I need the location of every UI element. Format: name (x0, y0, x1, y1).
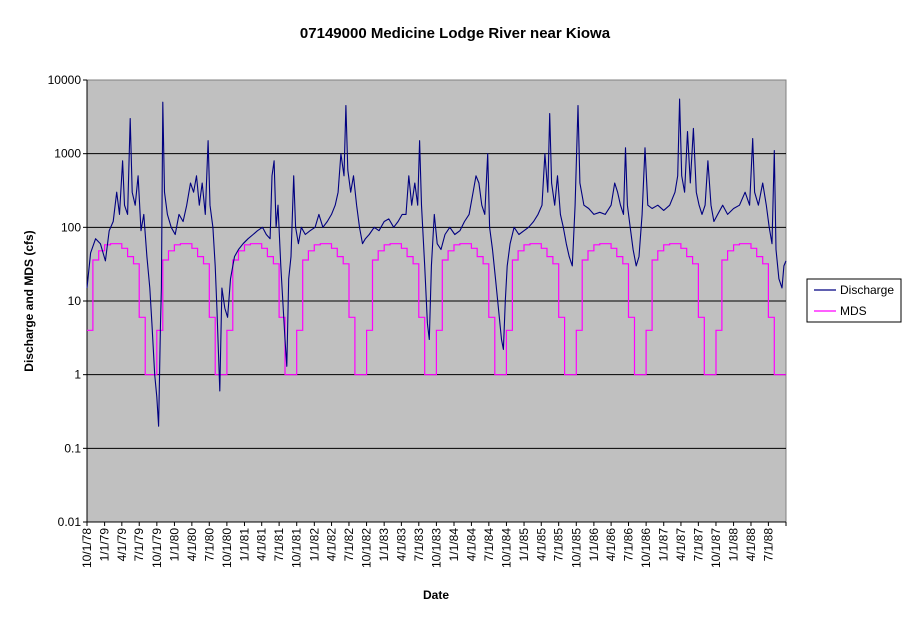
x-tick-label: 7/1/86 (622, 528, 636, 562)
chart-title: 07149000 Medicine Lodge River near Kiowa (300, 25, 611, 42)
x-axis-title: Date (423, 588, 449, 602)
x-tick-label: 7/1/87 (691, 528, 705, 562)
y-tick-label: 10000 (48, 73, 82, 87)
x-tick-label: 4/1/83 (394, 528, 408, 562)
y-axis-title: Discharge and MDS (cfs) (22, 230, 36, 371)
x-axis: 10/1/78 1/1/79 4/1/79 7/1/79 10/1/79 1/1/80 4/… (80, 521, 787, 568)
x-tick-label: 1/1/86 (587, 528, 601, 562)
x-tick-label: 7/1/80 (202, 528, 216, 562)
x-tick-label: 4/1/80 (185, 528, 199, 562)
x-tick-label: 7/1/84 (482, 528, 496, 562)
x-tick-label: 10/1/87 (709, 528, 723, 568)
y-tick-label: 0.1 (64, 441, 81, 455)
legend-label-mds: MDS (840, 304, 867, 318)
x-tick-label: 4/1/87 (674, 528, 688, 562)
y-axis: 0.01 0.1 1 10 100 1000 10000 (48, 73, 88, 529)
x-tick-label: 10/1/78 (80, 528, 94, 568)
x-tick-label: 4/1/81 (255, 528, 269, 562)
y-tick-label: 1 (74, 368, 81, 382)
x-tick-label: 1/1/81 (237, 528, 251, 562)
x-tick-label: 4/1/84 (464, 528, 478, 562)
x-tick-label: 7/1/81 (272, 528, 286, 562)
x-tick-label: 1/1/85 (517, 528, 531, 562)
x-tick-label: 7/1/79 (132, 528, 146, 562)
x-tick-label: 7/1/83 (412, 528, 426, 562)
x-tick-label: 1/1/84 (447, 528, 461, 562)
x-tick-label: 1/1/88 (727, 528, 741, 562)
y-tick-label: 10 (68, 294, 82, 308)
x-tick-label: 1/1/80 (167, 528, 181, 562)
x-tick-label: 4/1/86 (604, 528, 618, 562)
mds-line (87, 243, 786, 376)
x-tick-label: 4/1/85 (534, 528, 548, 562)
x-tick-label: 1/1/87 (657, 528, 671, 562)
y-tick-label: 1000 (54, 147, 81, 161)
legend-box (806, 278, 902, 323)
x-tick-label: 4/1/79 (115, 528, 129, 562)
x-tick-label: 10/1/85 (569, 528, 583, 568)
x-tick-label: 1/1/79 (98, 528, 112, 562)
x-tick-label: 7/1/85 (552, 528, 566, 562)
legend-label-discharge: Discharge (840, 283, 894, 297)
discharge-line (86, 98, 787, 427)
x-tick-label: 4/1/88 (744, 528, 758, 562)
x-tick-label: 10/1/84 (499, 528, 513, 568)
y-tick-label: 0.01 (58, 515, 82, 529)
x-tick-label: 10/1/79 (150, 528, 164, 568)
series-layer (86, 98, 787, 427)
x-tick-label: 10/1/82 (360, 528, 374, 568)
x-tick-label: 10/1/83 (429, 528, 443, 568)
x-tick-label: 10/1/86 (639, 528, 653, 568)
x-tick-label: 10/1/80 (220, 528, 234, 568)
y-tick-label: 100 (61, 220, 81, 234)
legend: Discharge MDS (806, 278, 902, 323)
x-tick-label: 4/1/82 (325, 528, 339, 562)
x-tick-label: 7/1/88 (761, 528, 775, 562)
x-tick-label: 1/1/83 (377, 528, 391, 562)
x-tick-label: 10/1/81 (290, 528, 304, 568)
x-tick-label: 7/1/82 (342, 528, 356, 562)
x-tick-label: 1/1/82 (307, 528, 321, 562)
